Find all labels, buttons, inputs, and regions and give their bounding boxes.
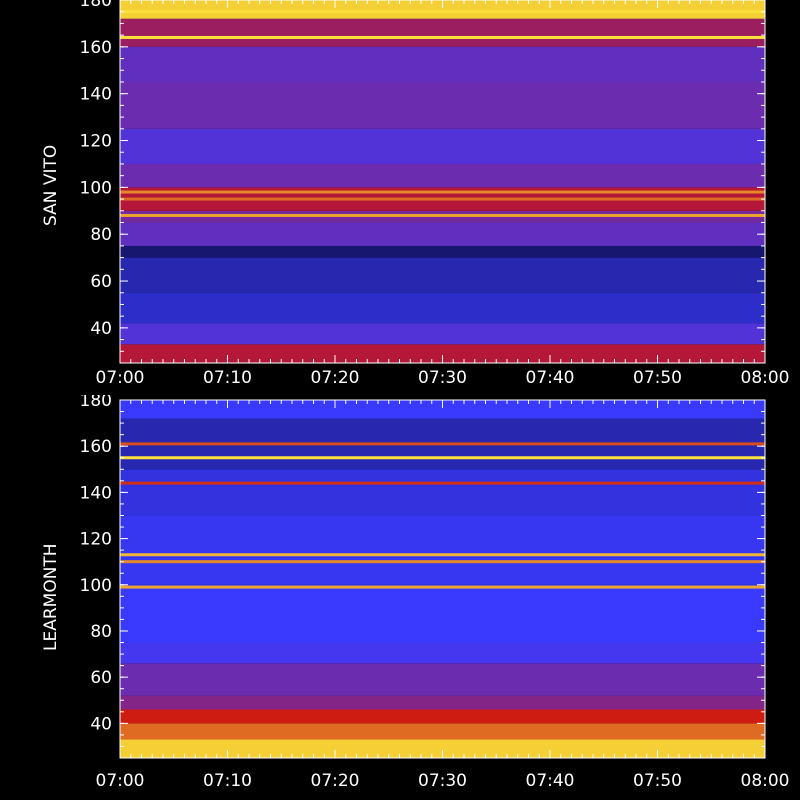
y-tick-label: 60 (90, 668, 112, 688)
frequency-band (120, 695, 765, 710)
x-tick-label: 07:40 (526, 368, 575, 388)
x-tick-label: 07:40 (526, 771, 575, 791)
emission-line (120, 197, 765, 201)
x-tick-label: 07:10 (203, 368, 252, 388)
emission-line (120, 35, 765, 39)
x-tick-label: 07:00 (96, 368, 145, 388)
frequency-band (120, 222, 765, 246)
x-tick-label: 07:50 (633, 368, 682, 388)
frequency-band (120, 709, 765, 724)
x-tick-label: 07:10 (203, 771, 252, 791)
x-tick-label: 08:00 (741, 368, 790, 388)
frequency-band (120, 245, 765, 258)
frequency-band (120, 642, 765, 664)
emission-line (120, 190, 765, 194)
emission-line (120, 213, 765, 217)
frequency-band (120, 163, 765, 188)
frequency-band (120, 292, 765, 324)
y-tick-label: 60 (90, 272, 112, 292)
frequency-band (120, 323, 765, 345)
emission-line (120, 10, 765, 14)
spectrogram-panel-learmonth: LEARMONTH 40 60 80 100 120 140 160 180 07:00 07:1… (0, 395, 800, 800)
y-tick-label: 140 (80, 85, 112, 105)
y-tick-label: 80 (90, 622, 112, 642)
y-tick-label: 80 (90, 225, 112, 245)
frequency-band (120, 739, 765, 758)
frequency-band (120, 128, 765, 164)
emission-line (120, 442, 765, 446)
y-tick-label: 180 (80, 0, 112, 11)
frequency-band (120, 663, 765, 696)
x-tick-label: 07:00 (96, 771, 145, 791)
y-tick-label: 140 (80, 483, 112, 503)
frequency-band (120, 46, 765, 82)
frequency-band (120, 18, 765, 47)
x-tick-label: 07:30 (418, 368, 467, 388)
frequency-band (120, 515, 765, 585)
emission-line (120, 560, 765, 564)
chart-svg: 40 60 80 100 120 140 160 180 07:00 07:10 07:20 07:3… (80, 395, 790, 791)
emission-line (120, 456, 765, 460)
chart-svg: 40 60 80 100 120 140 160 180 07:00 07:10 07:20 07:3… (80, 0, 790, 388)
emission-line (120, 585, 765, 589)
y-tick-label: 40 (90, 714, 112, 734)
x-tick-label: 07:20 (311, 368, 360, 388)
x-tick-label: 07:30 (418, 771, 467, 791)
frequency-band (120, 723, 765, 740)
y-tick-label: 100 (80, 178, 112, 198)
x-tick-label: 07:50 (633, 771, 682, 791)
x-tick-label: 07:20 (311, 771, 360, 791)
y-tick-label: 40 (90, 319, 112, 339)
frequency-band (120, 584, 765, 643)
frequency-band (120, 257, 765, 293)
y-tick-label: 120 (80, 530, 112, 550)
x-tick-label: 08:00 (741, 771, 790, 791)
frequency-band (120, 344, 765, 363)
y-tick-label: 180 (80, 395, 112, 411)
emission-line (120, 481, 765, 485)
y-tick-label: 160 (80, 437, 112, 457)
spectrogram-panel-san-vito: SAN VITO 40 60 80 100 120 140 160 180 07:00 07:10… (0, 0, 800, 395)
y-tick-label: 120 (80, 132, 112, 152)
y-tick-label: 100 (80, 576, 112, 596)
frequency-band (120, 469, 765, 516)
emission-line (120, 553, 765, 557)
frequency-band (120, 400, 765, 419)
y-tick-label: 160 (80, 38, 112, 58)
frequency-band (120, 0, 765, 19)
frequency-band (120, 81, 765, 129)
